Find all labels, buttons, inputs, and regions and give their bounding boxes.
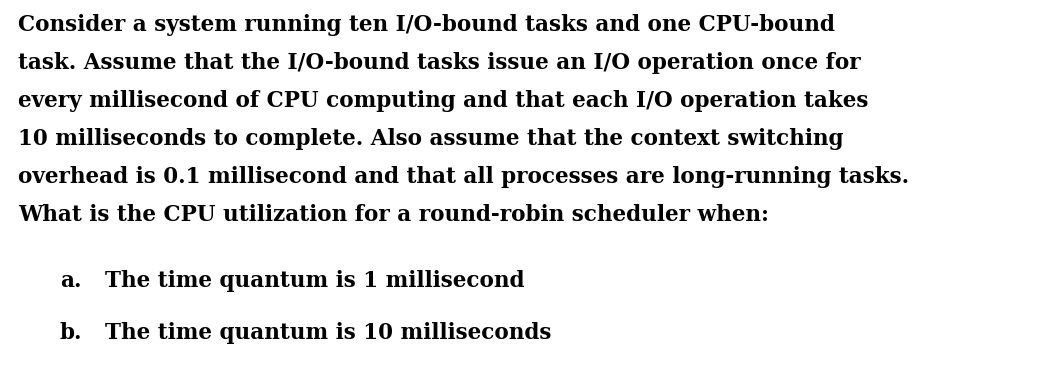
Text: every millisecond of CPU computing and that each I/O operation takes: every millisecond of CPU computing and t… xyxy=(18,90,868,112)
Text: What is the CPU utilization for a round-robin scheduler when:: What is the CPU utilization for a round-… xyxy=(18,204,768,226)
Text: overhead is 0.1 millisecond and that all processes are long-running tasks.: overhead is 0.1 millisecond and that all… xyxy=(18,166,909,188)
Text: task. Assume that the I/O-bound tasks issue an I/O operation once for: task. Assume that the I/O-bound tasks is… xyxy=(18,52,861,74)
Text: a.: a. xyxy=(60,270,82,292)
Text: b.: b. xyxy=(60,322,83,344)
Text: 10 milliseconds to complete. Also assume that the context switching: 10 milliseconds to complete. Also assume… xyxy=(18,128,844,150)
Text: Consider a system running ten I/O-bound tasks and one CPU-bound: Consider a system running ten I/O-bound … xyxy=(18,14,835,36)
Text: The time quantum is 1 millisecond: The time quantum is 1 millisecond xyxy=(105,270,525,292)
Text: The time quantum is 10 milliseconds: The time quantum is 10 milliseconds xyxy=(105,322,551,344)
